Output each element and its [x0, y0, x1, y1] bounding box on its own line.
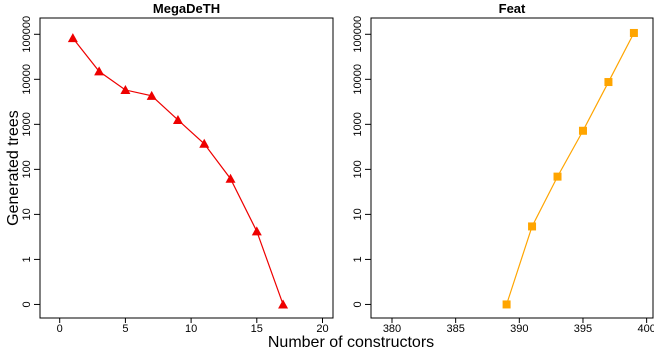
x-tick-label: 5	[122, 323, 128, 335]
point	[629, 28, 638, 37]
point	[94, 66, 105, 76]
y-tick-label: 1000	[21, 112, 33, 136]
point	[225, 173, 236, 183]
y-tick-label: 10000	[352, 64, 364, 95]
x-axis-label: Number of constructors	[268, 334, 434, 351]
point	[553, 172, 562, 181]
plot-frame	[370, 17, 654, 319]
x-tick-label: 380	[383, 323, 401, 335]
y-tick-label: 0	[21, 301, 33, 307]
point	[146, 90, 157, 100]
y-tick-label: 10000	[21, 64, 33, 95]
y-tick-label: 1	[352, 256, 364, 262]
y-axis-label: Generated trees	[5, 110, 22, 226]
y-tick-label: 100000	[352, 16, 364, 53]
y-tick-label: 10	[352, 208, 364, 220]
plot-frame	[39, 17, 334, 319]
y-tick-label: 100000	[21, 16, 33, 53]
y-tick-label: 100	[21, 160, 33, 178]
x-tick-label: 10	[185, 323, 197, 335]
y-tick-label: 1000	[352, 112, 364, 136]
point	[578, 126, 587, 135]
panel-title: MegaDeTH	[153, 1, 220, 16]
x-tick-label: 0	[57, 323, 63, 335]
point	[502, 300, 511, 309]
x-tick-label: 395	[574, 323, 592, 335]
series-line	[506, 32, 635, 305]
x-tick-label: 15	[251, 323, 263, 335]
y-tick-label: 100	[352, 160, 364, 178]
point	[278, 299, 289, 309]
y-tick-label: 0	[352, 301, 364, 307]
panel-title: Feat	[499, 1, 526, 16]
point	[604, 78, 613, 87]
point	[172, 114, 183, 124]
series-line	[72, 37, 284, 305]
x-tick-label: 385	[446, 323, 464, 335]
y-tick-label: 1	[21, 256, 33, 262]
point	[120, 84, 131, 94]
x-tick-label: 20	[316, 323, 328, 335]
point	[67, 33, 78, 43]
x-tick-label: 400	[637, 323, 654, 335]
point	[528, 222, 537, 231]
point	[251, 226, 262, 236]
point	[199, 138, 210, 148]
y-tick-label: 10	[21, 208, 33, 220]
x-tick-label: 390	[510, 323, 528, 335]
